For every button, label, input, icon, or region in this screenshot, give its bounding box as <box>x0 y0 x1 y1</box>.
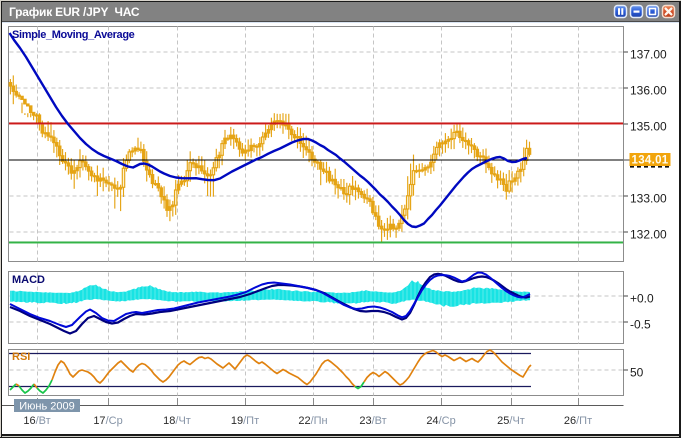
svg-text:23/Вт: 23/Вт <box>359 415 386 427</box>
svg-text:24/Ср: 24/Ср <box>426 415 455 427</box>
svg-text:Июнь 2009: Июнь 2009 <box>19 401 75 413</box>
svg-text:50: 50 <box>630 366 644 380</box>
svg-text:137.00: 137.00 <box>630 48 667 62</box>
svg-text:MACD: MACD <box>12 274 45 286</box>
svg-text:-0.5: -0.5 <box>630 318 651 332</box>
svg-text:RSI: RSI <box>12 351 30 363</box>
svg-text:16/Вт: 16/Вт <box>23 415 50 427</box>
svg-text:19/Пт: 19/Пт <box>231 415 259 427</box>
svg-text:135.00: 135.00 <box>630 120 667 134</box>
svg-text:Simple_Moving_Average: Simple_Moving_Average <box>12 29 135 41</box>
svg-text:+0.0: +0.0 <box>630 292 654 306</box>
svg-text:17/Ср: 17/Ср <box>93 415 122 427</box>
svg-text:134.01: 134.01 <box>632 155 669 167</box>
svg-text:133.00: 133.00 <box>630 192 667 206</box>
svg-text:22/Пн: 22/Пн <box>298 415 327 427</box>
svg-text:18/Чт: 18/Чт <box>163 415 191 427</box>
svg-text:25/Чт: 25/Чт <box>497 415 525 427</box>
svg-text:136.00: 136.00 <box>630 84 667 98</box>
svg-text:132.00: 132.00 <box>630 228 667 242</box>
svg-text:График EUR /JPY ЧАС: График EUR /JPY ЧАС <box>9 5 140 19</box>
svg-text:26/Пт: 26/Пт <box>564 415 592 427</box>
